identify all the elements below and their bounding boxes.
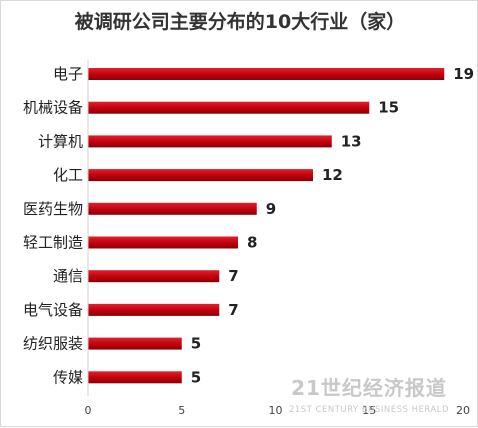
category-label: 轻工制造 xyxy=(23,234,83,252)
data-label: 15 xyxy=(378,99,399,117)
category-label: 通信 xyxy=(53,267,83,285)
watermark-text-cn: 21世纪经济报道 xyxy=(291,376,447,400)
bar xyxy=(88,371,182,384)
bar xyxy=(88,303,220,316)
data-label: 13 xyxy=(341,132,362,150)
bar xyxy=(88,68,445,80)
data-label: 7 xyxy=(228,301,238,319)
category-label: 纺织服装 xyxy=(23,335,83,353)
data-label: 8 xyxy=(247,234,257,252)
category-label: 电气设备 xyxy=(23,301,83,319)
category-label: 传媒 xyxy=(53,368,83,386)
x-tick-label: 0 xyxy=(85,404,92,417)
bar xyxy=(88,236,238,249)
data-label: 19 xyxy=(453,65,474,83)
category-label: 化工 xyxy=(53,166,83,184)
labels-layer: 电子 19 机械设备 15 计算机 13 化工 12 医药生物 9 轻工制造 8 通信 7 电气设备 7 纺织服… xyxy=(23,65,474,386)
category-label: 电子 xyxy=(53,65,83,83)
watermark-logo: 21世纪经济报道 21ST CENTURY BUSINESS HERALD xyxy=(289,376,449,415)
bar xyxy=(88,337,182,350)
data-label: 5 xyxy=(191,368,201,386)
category-label: 医药生物 xyxy=(23,200,83,218)
x-tick-label: 20 xyxy=(456,404,470,417)
data-label: 7 xyxy=(228,267,238,285)
bar xyxy=(88,169,313,182)
data-label: 12 xyxy=(322,166,343,184)
watermark-text-en: 21ST CENTURY BUSINESS HERALD xyxy=(289,405,449,415)
chart-title: 被调研公司主要分布的10大行业（家） xyxy=(74,11,406,33)
data-label: 5 xyxy=(191,335,201,353)
category-label: 机械设备 xyxy=(23,99,83,117)
bars-layer xyxy=(88,68,445,384)
x-tick-label: 5 xyxy=(178,404,185,417)
x-tick-label: 10 xyxy=(269,404,283,417)
bar xyxy=(88,202,257,215)
bar xyxy=(88,270,220,283)
data-label: 9 xyxy=(266,200,276,218)
bar xyxy=(88,135,332,148)
category-label: 计算机 xyxy=(38,132,83,150)
x-tick-label: 15 xyxy=(362,404,376,417)
bar xyxy=(88,101,370,114)
x-axis: 0 5 10 15 20 xyxy=(85,60,470,417)
